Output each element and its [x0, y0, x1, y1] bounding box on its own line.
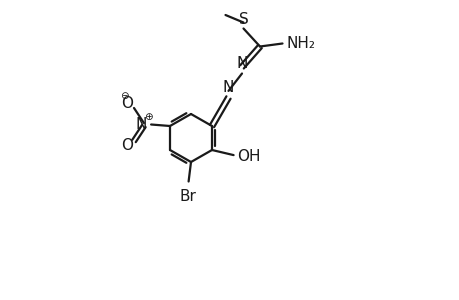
Text: N: N — [236, 56, 247, 71]
Text: N: N — [222, 80, 234, 95]
Text: S: S — [238, 12, 248, 27]
Text: N: N — [135, 117, 146, 132]
Text: NH₂: NH₂ — [286, 36, 315, 51]
Text: Br: Br — [179, 189, 196, 204]
Text: O: O — [121, 138, 133, 153]
Text: ⊖: ⊖ — [120, 91, 129, 101]
Text: ⊕: ⊕ — [144, 112, 153, 122]
Text: OH: OH — [237, 149, 260, 164]
Text: O: O — [121, 96, 133, 111]
